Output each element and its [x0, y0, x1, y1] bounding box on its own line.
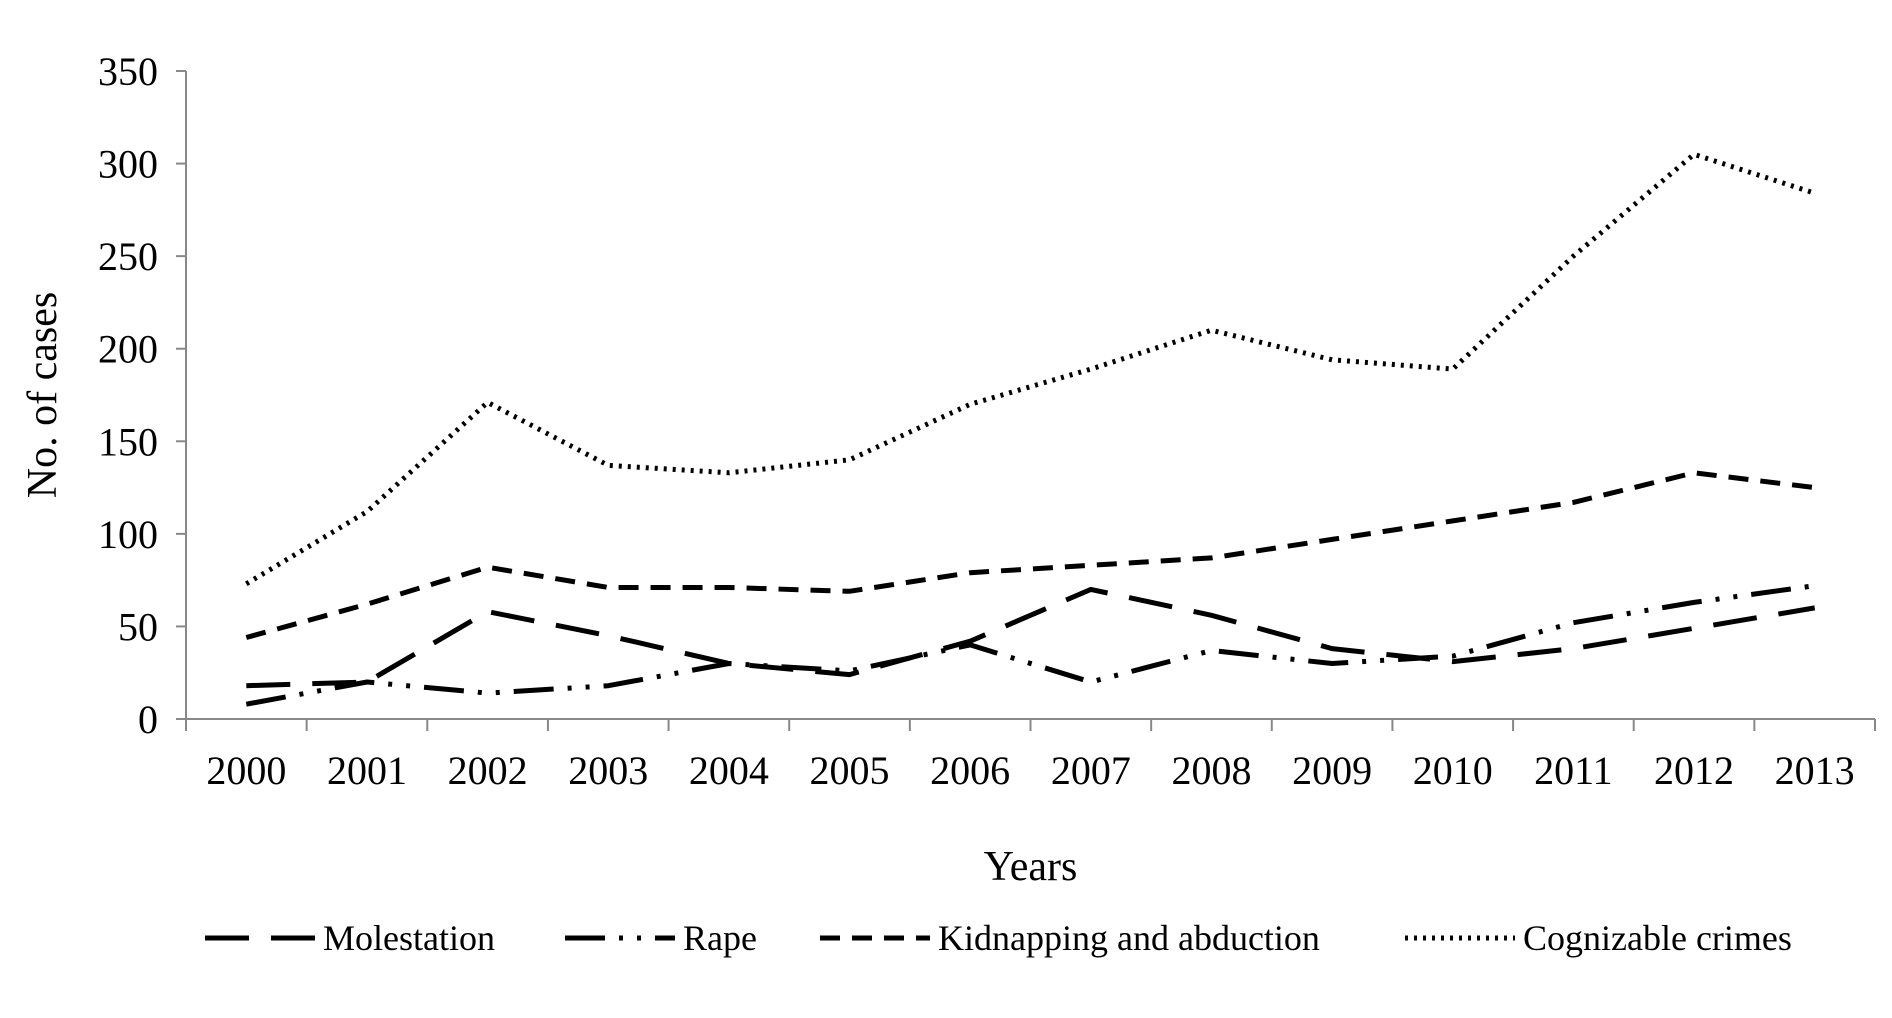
legend: Molestation Rape Kidnapping and abduction C…	[205, 918, 1792, 958]
x-tick-label: 2011	[1534, 748, 1613, 793]
x-tick-label: 2000	[206, 748, 286, 793]
y-tick-label: 200	[98, 327, 158, 372]
y-tick-label: 350	[98, 49, 158, 94]
x-tick-label: 2006	[930, 748, 1010, 793]
y-tick-label: 100	[98, 512, 158, 557]
legend-label-rape: Rape	[683, 918, 757, 958]
x-tick-label: 2009	[1292, 748, 1372, 793]
x-tick-label: 2013	[1775, 748, 1855, 793]
legend-label-kidnapping-and-abduction: Kidnapping and abduction	[938, 918, 1320, 958]
x-tick-label: 2001	[327, 748, 407, 793]
legend-label-cognizable-crimes: Cognizable crimes	[1523, 918, 1792, 958]
series-lines	[245, 151, 1816, 707]
y-axis-ticks: 0 50 100 150 200 250 300 350	[98, 49, 186, 742]
x-tick-label: 2008	[1171, 748, 1251, 793]
x-axis-ticks: 2000 2001 2002 2003 2004 2005 2006 2007 2008 2009…	[185, 719, 1876, 793]
y-axis-title: No. of cases	[20, 292, 66, 498]
x-tick-label: 2007	[1051, 748, 1131, 793]
series-line-molestation	[246, 586, 1816, 689]
legend-label-molestation: Molestation	[323, 918, 495, 958]
x-tick-label: 2012	[1654, 748, 1734, 793]
y-tick-label: 50	[118, 604, 158, 649]
series-line-kidnapping-and-abduction	[245, 470, 1816, 640]
axes	[185, 71, 1875, 720]
x-tick-label: 2004	[689, 748, 769, 793]
x-axis-title: Years	[984, 844, 1078, 890]
x-tick-label: 2002	[448, 748, 528, 793]
series-line-cognizable-crimes	[245, 151, 1816, 586]
x-tick-label: 2003	[568, 748, 648, 793]
y-tick-label: 0	[138, 697, 158, 742]
x-tick-label: 2005	[810, 748, 890, 793]
series-line-rape	[245, 583, 1816, 707]
x-tick-label: 2010	[1413, 748, 1493, 793]
y-tick-label: 150	[98, 419, 158, 464]
y-tick-label: 300	[98, 142, 158, 187]
y-tick-label: 250	[98, 234, 158, 279]
